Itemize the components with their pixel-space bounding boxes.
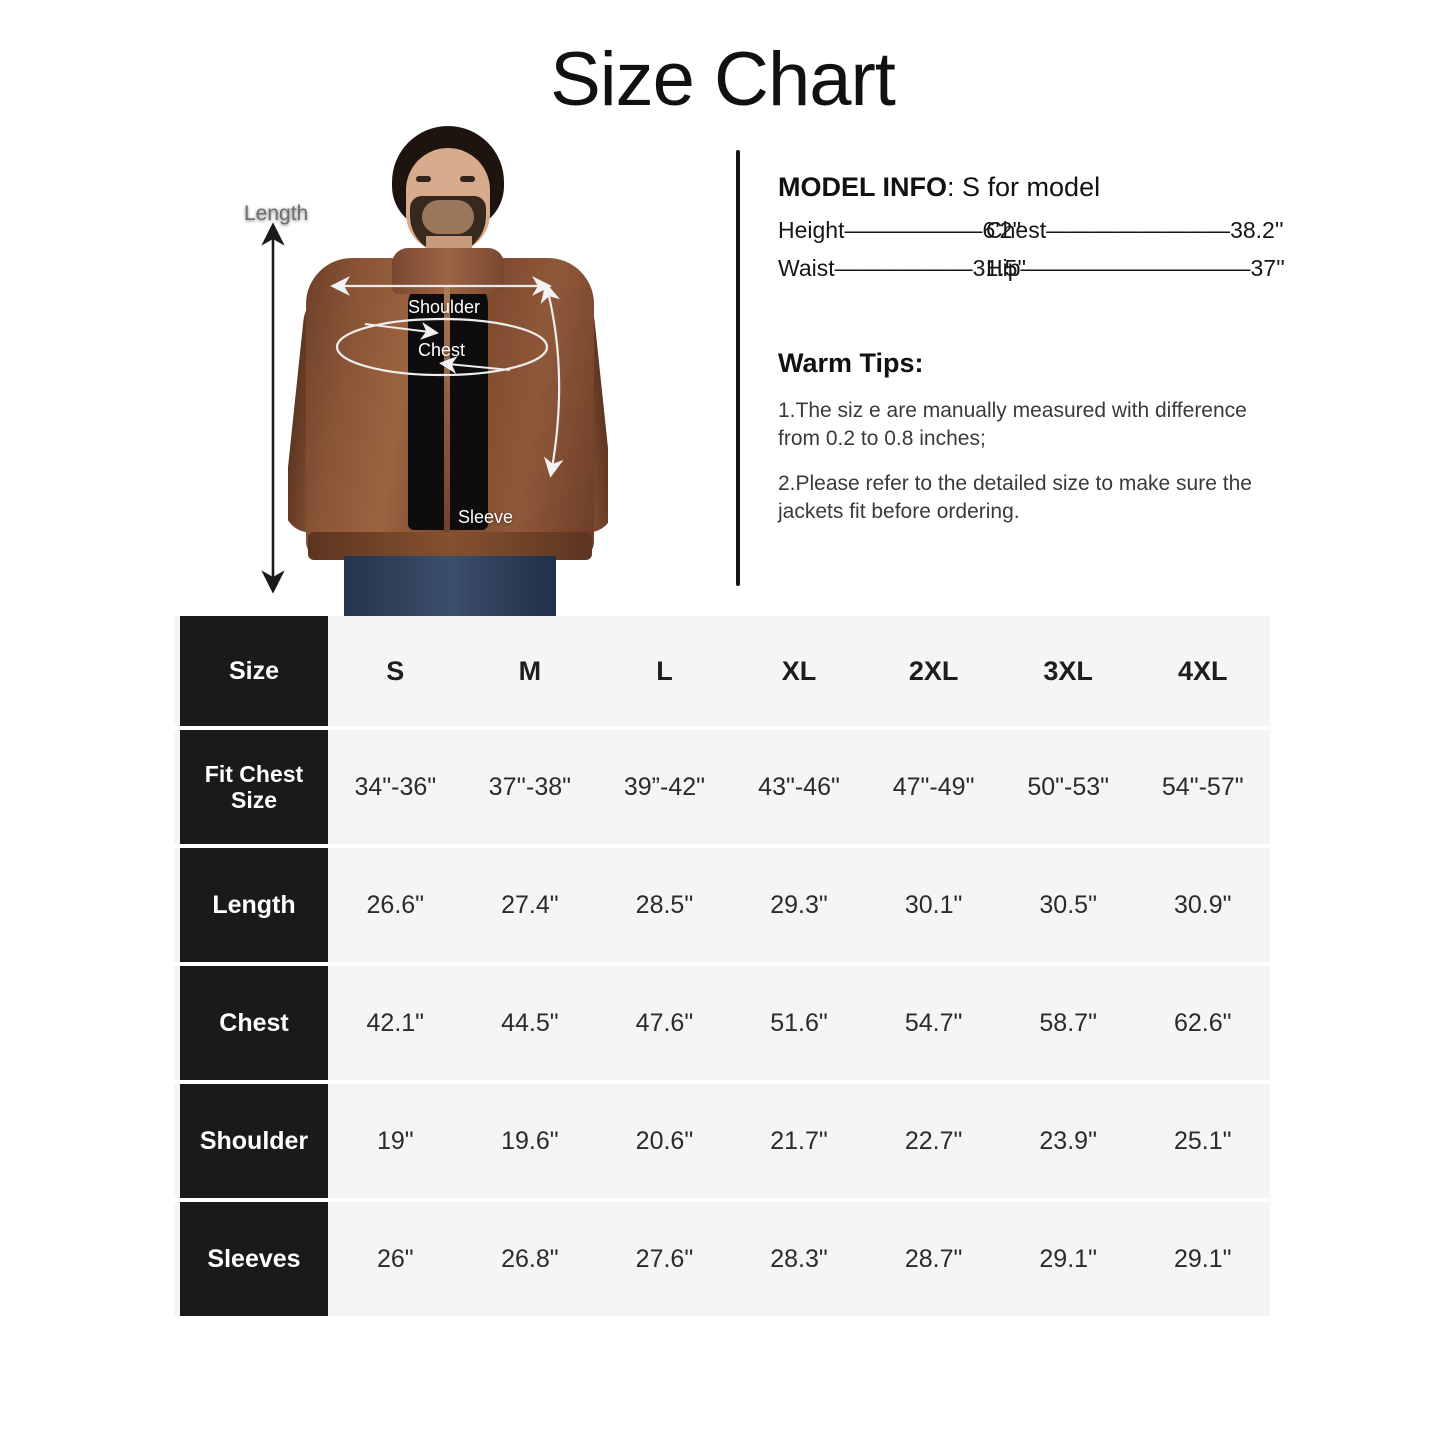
cell-sleeves-l: 27.6" [635, 1244, 694, 1273]
row-label-chest: Chest [180, 966, 328, 1080]
cell-shoulder-2xl: 22.7" [904, 1126, 963, 1155]
size-table: Size S M L XL 2XL 3XL 4XL Fit Chest Size… [174, 616, 1270, 1316]
warm-tip-item: 1.The siz e are manually measured with d… [778, 399, 1247, 451]
row-label-sleeves: Sleeves [180, 1202, 328, 1316]
model-info-heading: MODEL INFO: S for model [778, 172, 1298, 203]
table-row: Sleeves 26" 26.8" 27.6" 28.3" 28.7" 29.1… [174, 1202, 1270, 1316]
column-header-m: M [518, 655, 542, 686]
cell-shoulder-3xl: 23.9" [1039, 1126, 1097, 1155]
cell-sleeves-4xl: 29.1" [1173, 1244, 1232, 1273]
cell-length-2xl: 30.1" [904, 890, 963, 919]
page-title: Size Chart [550, 37, 896, 122]
cell-sleeves-m: 26.8" [501, 1244, 559, 1273]
column-header-l: L [656, 655, 673, 686]
table-row: Length 26.6" 27.4" 28.5" 29.3" 30.1" 30.… [174, 848, 1270, 962]
cell-chest-s: 42.1" [366, 1008, 425, 1037]
cell-fit-chest-size-s: 34"-36" [354, 772, 437, 801]
length-label: Length [244, 202, 309, 225]
cell-shoulder-m: 19.6" [501, 1126, 559, 1155]
cell-fit-chest-size-l: 39”-42" [623, 772, 706, 801]
cell-chest-xl: 51.6" [770, 1008, 828, 1037]
cell-shoulder-s: 19" [376, 1126, 414, 1155]
model-info-panel: MODEL INFO: S for model Height——————6'2'… [778, 172, 1298, 293]
cell-sleeves-xl: 28.3" [770, 1244, 828, 1273]
shoulder-label: Shoulder [408, 297, 481, 317]
chest-label: Chest [418, 340, 466, 360]
cell-length-xl: 29.3" [770, 890, 828, 919]
warm-tips-panel: Warm Tips: 1.The siz e are manually meas… [778, 348, 1258, 542]
model-info-row: Height——————6'2'' Chest————————38.2'' [778, 217, 1298, 244]
cell-length-3xl: 30.5" [1039, 890, 1097, 919]
cell-length-m: 27.4" [501, 890, 559, 919]
cell-sleeves-3xl: 29.1" [1039, 1244, 1097, 1273]
warm-tip-item: 2.Please refer to the detailed size to m… [778, 471, 1252, 524]
model-photo [288, 108, 608, 620]
cell-fit-chest-size-2xl: 47"-49" [892, 772, 975, 801]
cell-length-s: 26.6" [366, 890, 425, 919]
cell-fit-chest-size-xl: 43"-46" [758, 772, 840, 801]
model-chin [422, 200, 474, 234]
cell-fit-chest-size-3xl: 50"-53" [1027, 772, 1110, 801]
cell-chest-3xl: 58.7" [1039, 1008, 1097, 1037]
column-header-2xl: 2XL [908, 655, 959, 686]
table-row: Chest 42.1" 44.5" 47.6" 51.6" 54.7" 58.7… [174, 966, 1270, 1080]
model-jeans [344, 556, 556, 620]
column-header-s: S [386, 655, 405, 686]
cell-chest-m: 44.5" [501, 1008, 559, 1037]
cell-chest-4xl: 62.6" [1173, 1008, 1232, 1037]
column-header-xl: XL [781, 655, 817, 686]
table-corner-label: Size [180, 616, 328, 726]
cell-shoulder-4xl: 25.1" [1173, 1126, 1232, 1155]
row-label-length: Length [180, 848, 328, 962]
cell-fit-chest-size-4xl: 54"-57" [1161, 772, 1244, 801]
model-info-heading-bold: MODEL INFO [778, 172, 948, 202]
table-row: Shoulder 19" 19.6" 20.6" 21.7" 22.7" 23.… [174, 1084, 1270, 1198]
model-height-value: Height——————6'2'' [778, 217, 1022, 243]
model-info-heading-rest: : S for model [947, 172, 1101, 202]
model-diagram: Length Shoulder Chest Sleeve [180, 100, 720, 620]
vertical-divider [736, 150, 740, 586]
cell-sleeves-s: 26" [376, 1244, 414, 1273]
cell-length-l: 28.5" [635, 890, 694, 919]
model-waist-value: Waist——————31.5'' [778, 255, 1027, 281]
model-hip-value: Hip——————————37'' [986, 255, 1285, 281]
cell-length-4xl: 30.9" [1173, 890, 1232, 919]
column-header-4xl: 4XL [1177, 655, 1228, 686]
model-eye-left [416, 176, 431, 182]
sleeve-label: Sleeve [458, 507, 514, 527]
table-row: Fit Chest Size 34"-36" 37''-38" 39”-42" … [174, 730, 1270, 844]
model-chest-value: Chest————————38.2'' [986, 217, 1284, 243]
cell-sleeves-2xl: 28.7" [904, 1244, 963, 1273]
cell-chest-2xl: 54.7" [904, 1008, 963, 1037]
table-header-row: Size S M L XL 2XL 3XL 4XL [174, 616, 1270, 726]
jacket-hem [308, 532, 592, 560]
cell-chest-l: 47.6" [635, 1008, 694, 1037]
jacket-zipper [444, 286, 450, 556]
cell-fit-chest-size-m: 37''-38" [488, 772, 572, 801]
row-label-fit-chest-size: Fit Chest Size [180, 730, 328, 844]
model-info-row: Waist——————31.5'' Hip——————————37'' [778, 255, 1298, 282]
warm-tips-heading: Warm Tips: [778, 348, 924, 378]
cell-shoulder-xl: 21.7" [770, 1126, 828, 1155]
cell-shoulder-l: 20.6" [635, 1126, 694, 1155]
row-label-shoulder: Shoulder [180, 1084, 328, 1198]
model-eye-right [460, 176, 475, 182]
column-header-3xl: 3XL [1043, 655, 1093, 686]
